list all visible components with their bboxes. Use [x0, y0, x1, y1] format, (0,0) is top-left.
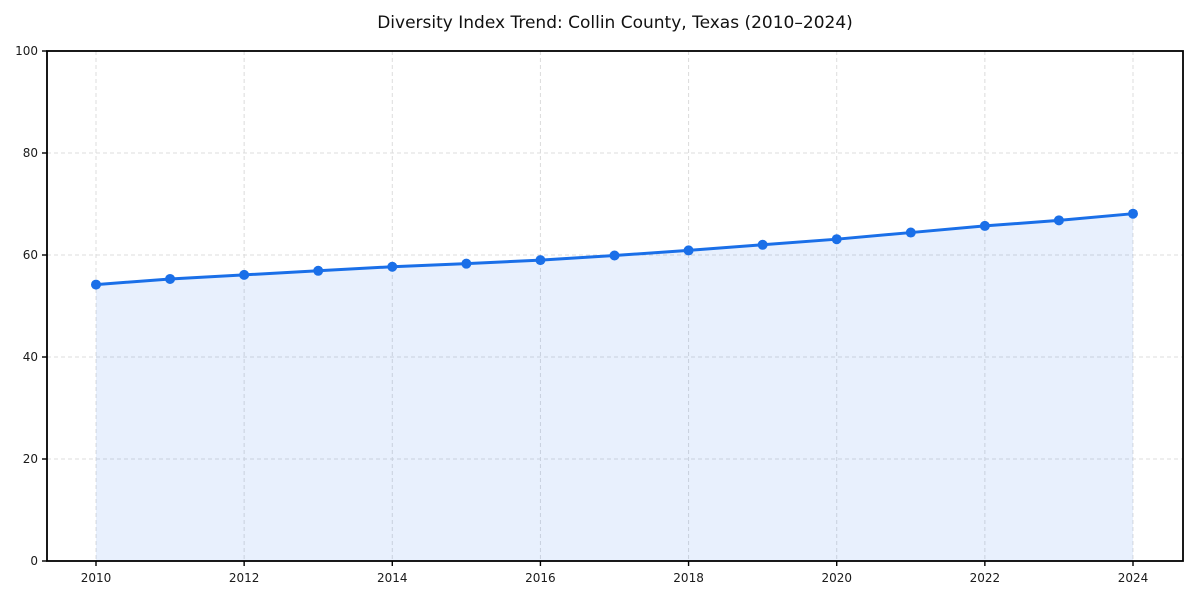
y-tick-label: 100 [15, 44, 38, 58]
x-tick-label: 2016 [525, 571, 556, 585]
data-point-2023 [1053, 215, 1064, 226]
x-tick-label: 2024 [1118, 571, 1149, 585]
data-point-2015 [461, 258, 472, 269]
data-point-2010 [91, 279, 101, 290]
data-point-2024 [1128, 208, 1138, 219]
data-point-2017 [609, 250, 620, 261]
x-tick-label: 2012 [229, 571, 260, 585]
data-point-2020 [831, 234, 842, 245]
data-point-2021 [905, 227, 916, 238]
y-tick-label: 60 [23, 248, 38, 262]
data-point-2018 [683, 245, 694, 256]
data-point-2019 [757, 239, 768, 250]
data-point-2013 [313, 265, 324, 276]
data-point-2011 [165, 273, 176, 284]
y-tick-label: 0 [30, 554, 38, 568]
y-tick-label: 20 [23, 452, 38, 466]
chart-title: Diversity Index Trend: Collin County, Te… [377, 13, 853, 33]
x-tick-label: 2022 [970, 571, 1001, 585]
x-tick-label: 2020 [821, 571, 852, 585]
x-tick-label: 2014 [377, 571, 408, 585]
data-point-2016 [535, 255, 546, 266]
y-tick-label: 40 [23, 350, 38, 364]
y-tick-label: 80 [23, 146, 38, 160]
x-tick-label: 2010 [81, 571, 112, 585]
area-fill [96, 213, 1133, 561]
data-point-2022 [979, 220, 990, 231]
plot-frame [46, 50, 1184, 562]
data-point-2012 [239, 269, 250, 280]
data-point-2014 [387, 261, 398, 272]
x-tick-label: 2018 [673, 571, 704, 585]
